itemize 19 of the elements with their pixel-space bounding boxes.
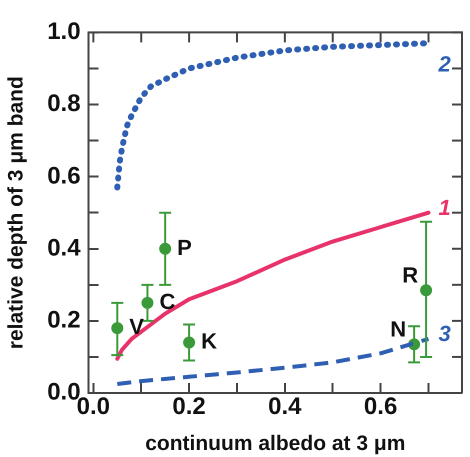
- y-tick-label: 0.2: [47, 306, 81, 334]
- annotation: N: [390, 316, 406, 342]
- x-tick-label: 0.2: [172, 393, 206, 420]
- y-axis-title: relative depth of 3 μm band: [4, 76, 28, 350]
- annotation: P: [177, 234, 192, 260]
- y-tick-label: 0.4: [47, 234, 82, 262]
- y-tick-label: 1.0: [47, 18, 81, 46]
- y-tick-label: 0.6: [47, 162, 81, 190]
- series-label: 3: [438, 320, 451, 346]
- annotation: C: [159, 288, 176, 314]
- annotation: R: [402, 262, 418, 288]
- series-label: 1: [438, 194, 451, 220]
- y-tick-label: 0.8: [47, 90, 81, 118]
- series-label: 2: [437, 51, 452, 76]
- annotation: V: [129, 314, 144, 340]
- x-tick-label: 0.6: [364, 393, 398, 420]
- annotation: K: [201, 328, 218, 354]
- x-axis-title: continuum albedo at 3 μm: [145, 432, 406, 456]
- x-tick-label: 0.4: [268, 393, 302, 420]
